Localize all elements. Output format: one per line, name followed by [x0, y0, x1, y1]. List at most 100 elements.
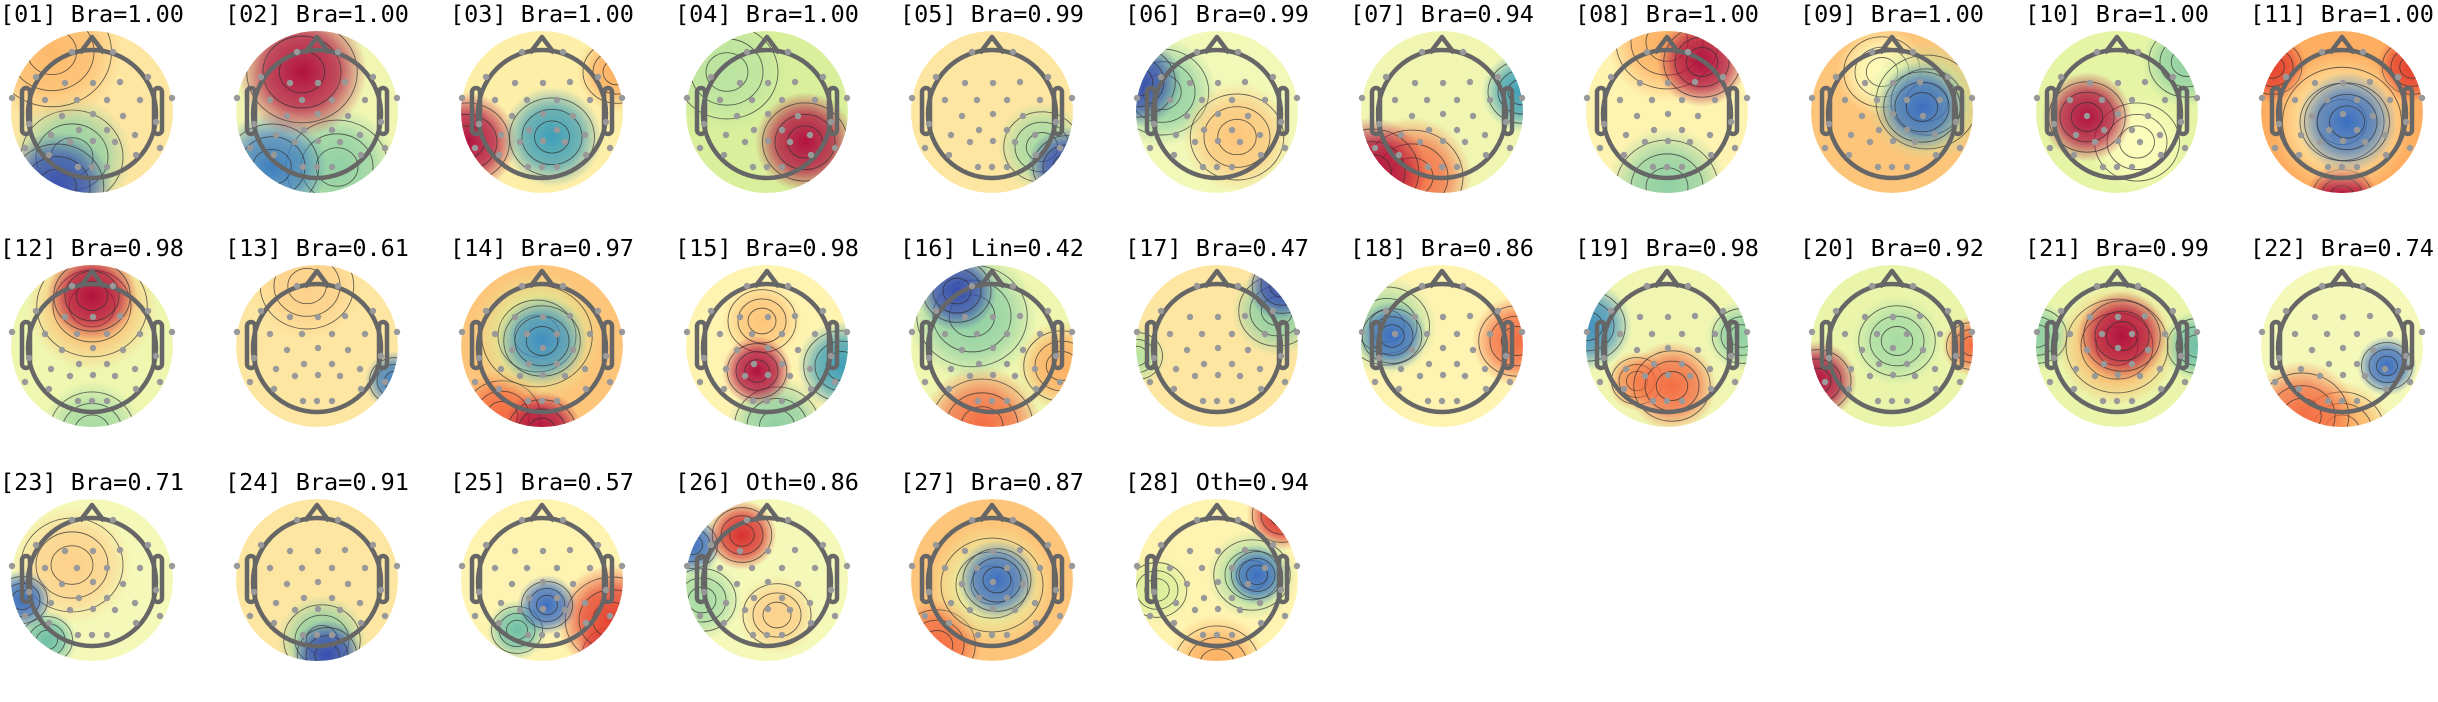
electrode-dot	[246, 378, 254, 386]
electrode-dot	[1711, 96, 1719, 104]
contour-line	[1858, 305, 1936, 377]
contour-line	[1052, 153, 1073, 181]
electrode-dot	[328, 564, 336, 572]
electrode-dot	[1032, 619, 1040, 627]
electrode-dot	[8, 94, 16, 102]
electrode-dot	[1166, 96, 1174, 104]
electrode-dot	[1453, 126, 1461, 134]
electrode-dot	[988, 163, 996, 171]
electrode-dot	[2072, 131, 2080, 139]
electrode-dot	[1664, 371, 1672, 379]
electrode-dot	[25, 354, 33, 362]
electrode-dot	[1214, 79, 1222, 87]
electrode-dot	[594, 307, 602, 315]
electrode-dot	[1228, 163, 1236, 171]
electrode-dot	[1170, 151, 1178, 159]
electrode-dot	[270, 151, 278, 159]
electrode-dot	[328, 397, 336, 405]
electrode-dot	[618, 562, 626, 570]
electrode-dot	[88, 631, 96, 639]
electrode-dot	[606, 144, 614, 152]
electrode-dot	[1146, 612, 1154, 620]
electrode-dot	[784, 516, 792, 524]
right-ear-icon	[376, 319, 390, 371]
contour-line	[911, 619, 965, 661]
electrode-dot	[1847, 131, 1855, 139]
scalp-topomap	[908, 499, 1076, 661]
electrode-dot	[1664, 344, 1672, 352]
topomap-label: [02] Bra=1.00	[225, 0, 409, 28]
electrodes	[908, 282, 1076, 405]
electrode-dot	[553, 126, 561, 134]
electrode-dot	[1482, 151, 1490, 159]
electrode-dot	[1261, 330, 1269, 338]
electrode-dot	[1889, 110, 1897, 118]
electrode-dot	[1016, 312, 1024, 320]
topomap-panel-02: [02] Bra=1.00	[225, 0, 450, 234]
head-outline-icon	[1369, 34, 1515, 181]
electrode-dot	[1919, 346, 1927, 354]
electrode-dot	[111, 138, 119, 146]
electrode-dot	[152, 352, 160, 360]
electrode-dot	[1277, 586, 1285, 594]
electrode-dot	[1281, 612, 1289, 620]
electrode-dot	[2353, 330, 2361, 338]
electrode-dot	[1261, 96, 1269, 104]
nose-icon	[978, 268, 1006, 289]
contour-line	[711, 507, 773, 563]
electrode-dot	[2323, 96, 2331, 104]
electrode-dot	[1678, 397, 1686, 405]
electrode-dot	[707, 307, 715, 315]
electrode-dot	[381, 612, 389, 620]
left-ear-icon	[244, 85, 258, 137]
electrode-dot	[1172, 599, 1180, 607]
electrode-dot	[553, 163, 561, 171]
electrode-dot	[2033, 328, 2041, 336]
electrode-dot	[2128, 397, 2136, 405]
electrode-dot	[539, 137, 547, 145]
electrode-dot	[819, 307, 827, 315]
electrode-dot	[1482, 385, 1490, 393]
electrode-dot	[2282, 73, 2290, 81]
electrode-dot	[750, 594, 758, 602]
contour-line	[1361, 153, 1392, 191]
electrode-dot	[2325, 126, 2333, 134]
left-ear-icon	[19, 553, 33, 605]
electrode-dot	[314, 605, 322, 613]
electrode-dot	[1808, 94, 1816, 102]
electrode-dot	[491, 330, 499, 338]
electrode-dot	[313, 163, 321, 171]
contour-line	[762, 601, 792, 629]
electrode-dot	[475, 354, 483, 362]
right-ear-icon	[1051, 85, 1065, 137]
electrode-dot	[764, 137, 772, 145]
contour-line	[1189, 93, 1285, 181]
contour-line	[942, 277, 972, 305]
electrode-dot	[2295, 151, 2303, 159]
electrode-dot	[696, 612, 704, 620]
electrode-dot	[1411, 79, 1419, 87]
electrode-dot	[1016, 546, 1024, 554]
electrode-dot	[1170, 619, 1178, 627]
left-ear-icon	[469, 85, 483, 137]
electrode-dot	[1183, 580, 1191, 588]
electrode-dot	[103, 330, 111, 338]
left-ear-icon	[469, 553, 483, 605]
scalp-topomap	[683, 31, 851, 193]
electrode-dot	[582, 385, 590, 393]
electrode-dot	[791, 78, 799, 86]
electrode-dot	[1633, 346, 1641, 354]
nose-icon	[78, 268, 106, 289]
electrode-dot	[602, 352, 610, 360]
scalp-topomap	[233, 265, 401, 427]
head-outline-icon	[694, 502, 840, 649]
electrode-dot	[1636, 313, 1644, 321]
right-ear-icon	[2176, 85, 2190, 137]
electrode-dot	[618, 94, 626, 102]
topomap-panel-11: [11] Bra=1.00	[2250, 0, 2438, 234]
electrode-dot	[495, 151, 503, 159]
electrode-dot	[1391, 330, 1399, 338]
electrode-dot	[2098, 96, 2106, 104]
electrode-dot	[1277, 118, 1285, 126]
electrode-dot	[1453, 330, 1461, 338]
